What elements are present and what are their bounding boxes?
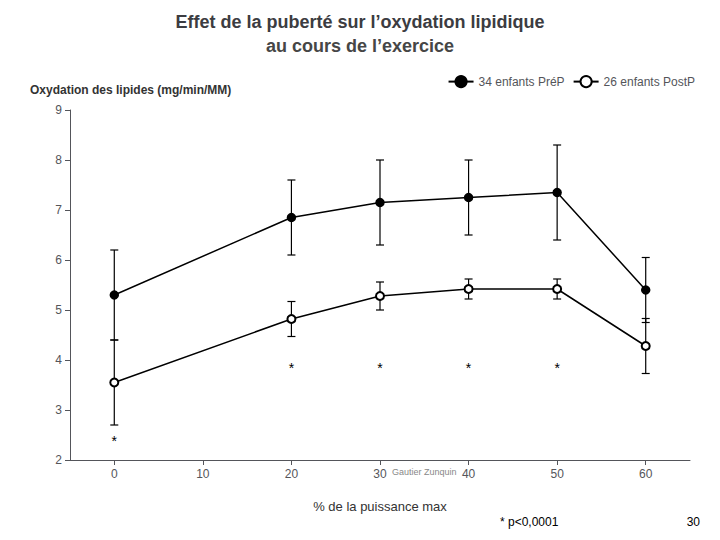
svg-text:*: * xyxy=(112,433,118,449)
svg-text:30: 30 xyxy=(373,467,387,481)
svg-text:0: 0 xyxy=(111,467,118,481)
svg-text:60: 60 xyxy=(639,467,653,481)
svg-text:50: 50 xyxy=(550,467,564,481)
svg-text:au cours de l’exercice: au cours de l’exercice xyxy=(266,36,454,56)
svg-text:5: 5 xyxy=(55,303,62,317)
svg-text:Effet de la puberté sur l’oxyd: Effet de la puberté sur l’oxydation lipi… xyxy=(175,12,544,32)
svg-text:2: 2 xyxy=(55,453,62,467)
svg-text:*: * xyxy=(466,360,472,376)
svg-text:% de la puissance max: % de la puissance max xyxy=(313,499,447,514)
svg-text:*: * xyxy=(289,360,295,376)
svg-text:20: 20 xyxy=(285,467,299,481)
svg-text:10: 10 xyxy=(196,467,210,481)
svg-text:Oxydation des lipides (mg/min/: Oxydation des lipides (mg/min/MM) xyxy=(30,83,231,97)
svg-text:7: 7 xyxy=(55,203,62,217)
svg-text:40: 40 xyxy=(462,467,476,481)
svg-text:9: 9 xyxy=(55,103,62,117)
svg-text:8: 8 xyxy=(55,153,62,167)
svg-text:6: 6 xyxy=(55,253,62,267)
svg-text:4: 4 xyxy=(55,353,62,367)
svg-text:*: * xyxy=(377,360,383,376)
svg-text:26 enfants PostP: 26 enfants PostP xyxy=(604,75,695,89)
svg-text:* p<0,0001: * p<0,0001 xyxy=(500,515,559,529)
svg-text:Gautier Zunquin: Gautier Zunquin xyxy=(392,467,457,477)
svg-text:30: 30 xyxy=(687,515,701,529)
svg-text:3: 3 xyxy=(55,403,62,417)
svg-text:*: * xyxy=(554,360,560,376)
svg-text:34 enfants PréP: 34 enfants PréP xyxy=(479,75,565,89)
